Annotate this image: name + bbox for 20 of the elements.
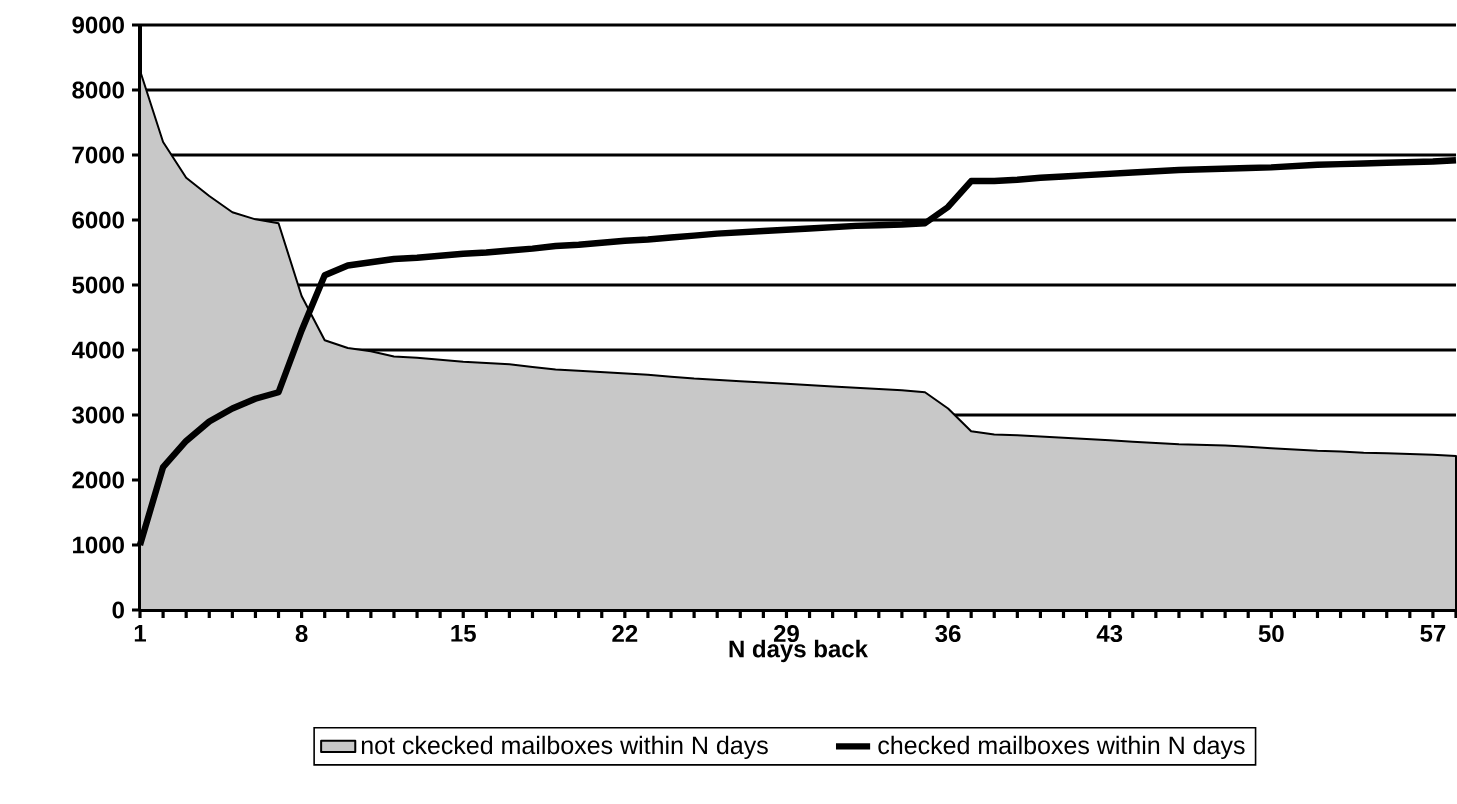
y-tick-label: 3000 bbox=[72, 406, 124, 424]
y-tick-label: 1000 bbox=[73, 536, 124, 554]
x-tick-label: 36 bbox=[935, 625, 961, 643]
y-tick-label: 6000 bbox=[72, 211, 124, 229]
x-tick-label: 22 bbox=[612, 625, 638, 642]
y-tick-label: 8000 bbox=[72, 81, 124, 99]
y-tick-label: 4000 bbox=[71, 341, 124, 359]
y-tick-label: 5000 bbox=[72, 276, 124, 294]
y-tick-label: 7000 bbox=[72, 146, 124, 164]
legend-label: checked mailboxes within N days bbox=[878, 735, 1245, 760]
x-tick-label: 8 bbox=[295, 625, 308, 643]
x-tick-label: 43 bbox=[1096, 625, 1123, 643]
x-tick-label: 15 bbox=[451, 625, 476, 642]
x-tick-label: 57 bbox=[1420, 625, 1446, 642]
legend-label: not ckecked mailboxes within N days bbox=[361, 735, 768, 760]
y-tick-label: 0 bbox=[112, 601, 124, 619]
y-tick-label: 9000 bbox=[72, 16, 124, 34]
y-tick-label: 2000 bbox=[72, 471, 124, 489]
x-tick-label: 1 bbox=[134, 625, 146, 642]
x-tick-label: 50 bbox=[1258, 625, 1284, 643]
